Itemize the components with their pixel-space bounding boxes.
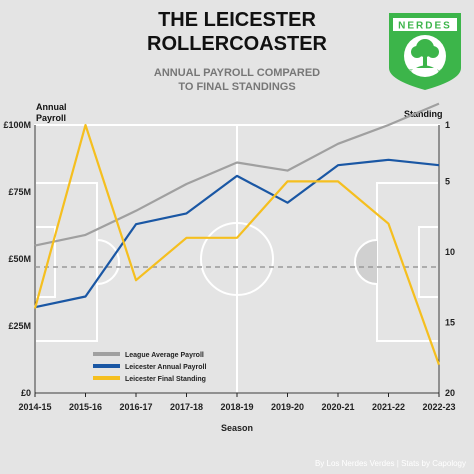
x-tick-label: 2015-16 <box>69 402 102 412</box>
y-left-tick-label: £50M <box>8 254 31 264</box>
x-tick-label: 2018-19 <box>220 402 253 412</box>
x-tick-label: 2016-17 <box>119 402 152 412</box>
pitch-arc-right <box>354 239 378 285</box>
pitch-penalty-box-right <box>376 182 440 342</box>
footer-credit: By Los Nerdes Verdes | Stats by Capology <box>314 459 466 468</box>
series-line-leicester-final-standing <box>33 123 441 366</box>
page-subtitle: ANNUAL PAYROLL COMPARED TO FINAL STANDIN… <box>0 66 474 94</box>
legend-label: Leicester Annual Payroll <box>125 364 206 371</box>
pitch-arc-left <box>96 239 120 285</box>
title-line-1: THE LEICESTER <box>158 9 316 31</box>
pitch-goal-box-left <box>34 226 56 298</box>
title-line-2: ROLLERCOASTER <box>147 33 327 55</box>
x-tick-label: 2021-22 <box>372 402 405 412</box>
page-title: THE LEICESTER ROLLERCOASTER <box>0 8 474 56</box>
y-left-tick-label: £75M <box>8 187 31 197</box>
pitch-penalty-box-left <box>34 182 98 342</box>
x-tick-label: 2017-18 <box>170 402 203 412</box>
tree-icon <box>411 39 439 68</box>
pitch-center-circle <box>200 222 274 296</box>
pitch-goal-box-right <box>418 226 440 298</box>
logo-letter-left: T <box>409 70 413 76</box>
chart-series <box>33 102 441 366</box>
x-tick-label: 2019-20 <box>271 402 304 412</box>
x-axis-title: Season <box>221 423 253 433</box>
legend-label: League Average Payroll <box>125 352 204 359</box>
y-left-tick-label: £100M <box>3 120 31 130</box>
x-tick-label: 2020-21 <box>321 402 354 412</box>
subtitle-line-1: ANNUAL PAYROLL COMPARED <box>153 67 321 79</box>
nerdes-logo: NERDES T X <box>389 13 461 90</box>
y-right-tick-label: 1 <box>445 120 450 130</box>
logo-name: NERDES <box>398 21 452 32</box>
logo-banner <box>393 18 457 31</box>
left-axis-label-line-1: Annual <box>36 102 67 112</box>
y-right-tick-label: 20 <box>445 388 455 398</box>
y-left-tick-label: £0 <box>21 388 31 398</box>
series-line-leicester-annual-payroll <box>34 158 440 309</box>
subtitle-line-2: TO FINAL STANDINGS <box>178 81 296 93</box>
y-right-tick-label: 15 <box>445 317 455 327</box>
logo-letter-right: X <box>437 70 441 76</box>
y-right-tick-label: 5 <box>445 176 450 186</box>
right-axis-label: Standing <box>404 109 443 119</box>
y-left-tick-label: £25M <box>8 321 31 331</box>
x-tick-label: 2022-23 <box>422 402 455 412</box>
x-tick-label: 2014-15 <box>18 402 51 412</box>
series-line-league-average-payroll <box>34 102 440 247</box>
left-axis-label-line-2: Payroll <box>36 113 67 123</box>
y-right-tick-label: 10 <box>445 247 455 257</box>
legend-label: Leicester Final Standing <box>125 376 206 383</box>
chart-legend: League Average Payroll Leicester Annual P… <box>93 352 206 383</box>
left-axis-label: Annual Payroll <box>36 102 67 124</box>
